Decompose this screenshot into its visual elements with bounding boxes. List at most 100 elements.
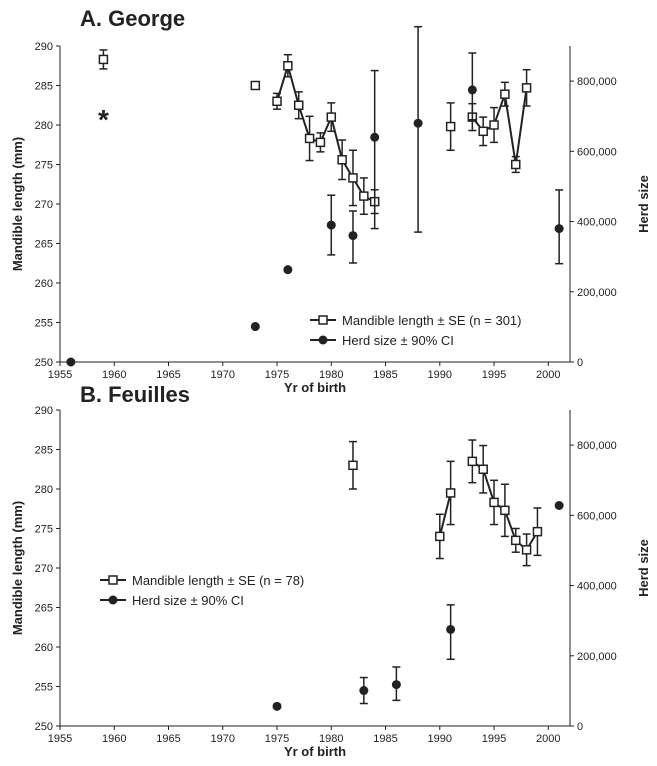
y2-tick-label: 800,000 [577, 76, 617, 88]
series-mandible-length [348, 439, 543, 567]
data-point [304, 133, 315, 144]
x-tick-label: 1970 [211, 733, 235, 745]
data-point [478, 464, 488, 474]
y2-tick-label: 800,000 [577, 440, 617, 452]
x-tick-label: 1975 [265, 733, 289, 745]
series-line [438, 492, 452, 537]
legend-entry: Mandible length ± SE (n = 78) [132, 573, 304, 588]
data-point [489, 120, 499, 130]
data-point [315, 137, 326, 148]
x-tick-label: 1955 [48, 369, 72, 381]
series-herd-size [66, 25, 564, 367]
data-point [435, 531, 445, 542]
x-axis-title: Yr of birth [284, 380, 346, 395]
data-point [283, 61, 293, 71]
y-tick-label: 265 [35, 239, 53, 251]
legend-swatch [108, 595, 118, 605]
chart-panel-a: A. George 1955 1960 1965 1970 1975 1980 1985 199… [10, 6, 651, 395]
y-tick-label: 255 [35, 318, 53, 330]
y-tick-label: 275 [35, 160, 53, 172]
data-point [521, 83, 532, 93]
data-point [413, 118, 423, 128]
data-point [359, 191, 369, 201]
y2-tick-label: 400,000 [577, 217, 617, 229]
y-tick-label: 265 [35, 603, 53, 615]
x-tick-label: 1990 [428, 369, 452, 381]
data-point [250, 80, 261, 91]
x-tick-label: 1985 [373, 369, 397, 381]
x-axis-title: Yr of birth [284, 744, 346, 759]
data-point [326, 220, 336, 230]
y-tick-label: 260 [35, 278, 53, 290]
data-point [500, 505, 510, 516]
y-tick-label: 270 [35, 563, 53, 575]
y-tick-label: 250 [35, 357, 53, 369]
x-tick-label: 1960 [102, 369, 126, 381]
legend-swatch [318, 335, 328, 345]
y-tick-label: 275 [35, 524, 53, 536]
y-tick-label: 280 [35, 484, 53, 496]
data-point [445, 121, 456, 132]
y-tick-label: 255 [35, 682, 53, 694]
series-mandible-length [98, 49, 532, 216]
data-point [370, 132, 380, 142]
y2-axis-title: Herd size [636, 175, 651, 233]
data-point [446, 624, 456, 634]
data-point [348, 460, 358, 471]
x-tick-label: 2000 [536, 733, 560, 745]
series-line [276, 62, 376, 203]
data-point [348, 231, 358, 241]
x-tick-label: 1965 [156, 733, 180, 745]
data-point [489, 497, 499, 508]
data-point [337, 155, 347, 165]
x-tick-label: 1955 [48, 733, 72, 745]
data-point [348, 173, 358, 183]
x-tick-label: 1980 [319, 733, 343, 745]
data-point [467, 456, 478, 467]
x-tick-label: 1975 [265, 369, 289, 381]
chart-panel-b: B. Feuilles 1955 1960 1965 1970 1975 1980 1985 1… [10, 382, 651, 759]
x-tick-label: 2000 [536, 369, 560, 381]
y2-tick-label: 400,000 [577, 581, 617, 593]
y-axis-title: Mandible length (mm) [10, 137, 25, 271]
x-tick-label: 1960 [102, 733, 126, 745]
series-line [471, 87, 528, 165]
data-point [293, 100, 304, 110]
chart-title: A. George [80, 6, 185, 31]
data-point [510, 535, 521, 546]
annotation-asterisk: * [98, 104, 109, 135]
x-tick-label: 1985 [373, 733, 397, 745]
y-tick-label: 270 [35, 199, 53, 211]
data-point [532, 526, 543, 537]
y2-tick-label: 600,000 [577, 146, 617, 158]
chart-title: B. Feuilles [80, 382, 190, 407]
data-point [554, 224, 564, 234]
y2-tick-label: 0 [577, 721, 583, 733]
y2-tick-label: 600,000 [577, 510, 617, 522]
data-point [478, 126, 488, 137]
legend-swatch [108, 575, 118, 585]
data-point [359, 686, 369, 696]
data-point [98, 54, 109, 65]
y-tick-label: 285 [35, 445, 53, 457]
data-point [250, 322, 260, 332]
legend-entry: Mandible length ± SE (n = 301) [342, 313, 522, 328]
y2-tick-label: 0 [577, 357, 583, 369]
y2-tick-label: 200,000 [577, 651, 617, 663]
data-point [272, 96, 282, 107]
data-point [445, 488, 456, 498]
y-tick-label: 290 [35, 405, 53, 417]
data-point [467, 85, 477, 95]
legend-entry: Herd size ± 90% CI [132, 593, 244, 608]
x-tick-label: 1965 [156, 369, 180, 381]
data-point [391, 680, 401, 690]
x-tick-label: 1980 [319, 369, 343, 381]
data-point [510, 159, 521, 170]
data-point [500, 89, 510, 99]
data-point [66, 357, 76, 367]
x-tick-label: 1990 [428, 733, 452, 745]
x-tick-label: 1995 [482, 369, 506, 381]
x-tick-label: 1970 [211, 369, 235, 381]
y2-axis-title: Herd size [636, 539, 651, 597]
